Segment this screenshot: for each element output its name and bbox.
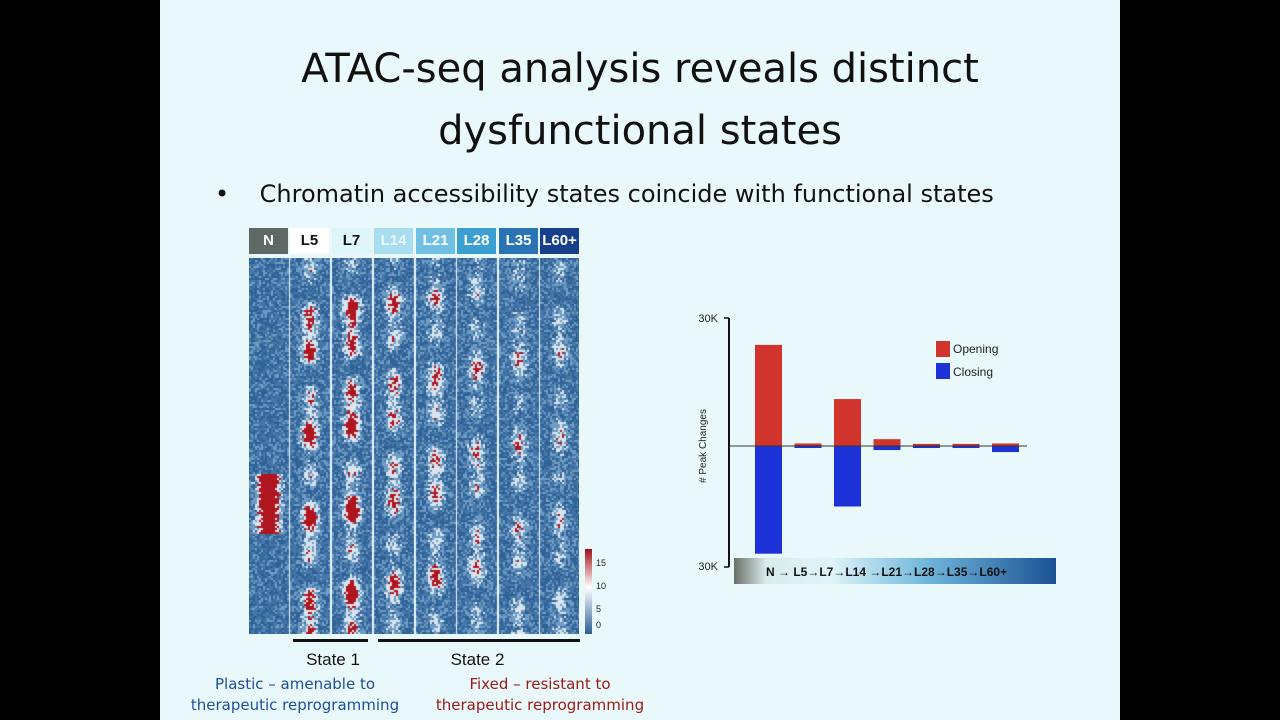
bar-opening-1 xyxy=(794,443,822,446)
bar-opening-6 xyxy=(992,443,1019,446)
legend-swatch-closing xyxy=(936,363,950,379)
state2-label: State 2 xyxy=(450,650,505,669)
caption-line: Plastic – amenable to xyxy=(214,675,376,693)
y-axis-label: # Peak Changes xyxy=(698,409,709,483)
caption-line: Fixed – resistant to xyxy=(469,675,611,693)
title-line-1: ATAC-seq analysis reveals distinct xyxy=(301,46,979,92)
bar-closing-2 xyxy=(834,446,861,507)
y-tick-label: 30K xyxy=(698,313,718,325)
caption-line: therapeutic reprogramming xyxy=(190,696,400,714)
bar-opening-3 xyxy=(873,439,901,446)
bar-closing-3 xyxy=(873,446,901,451)
bar-opening-2 xyxy=(834,399,861,446)
state2-bracket xyxy=(378,639,580,642)
state1-bracket xyxy=(293,639,368,642)
x-axis-label: N → L5→L7→L14 →L21→L28→L35→L60+ xyxy=(766,565,1007,579)
bullet-point: • Chromatin accessibility states coincid… xyxy=(215,180,994,208)
bar-opening-0 xyxy=(755,344,782,446)
cbar-tick: 5 xyxy=(596,604,602,614)
peak-changes-bar-chart: 30K 30K # Peak Changes Opening Closing N… xyxy=(698,313,1056,584)
heatmap-header-l14: L14 xyxy=(374,228,413,254)
colorbar-ticks: 15 10 5 0 xyxy=(596,558,606,631)
state1-caption: Plastic – amenable to therapeutic reprog… xyxy=(175,674,415,716)
legend-label-opening: Opening xyxy=(953,342,998,356)
bar-closing-6 xyxy=(992,446,1019,453)
heatmap-header-l21: L21 xyxy=(416,228,455,254)
bar-opening-4 xyxy=(913,443,940,446)
slide-title: ATAC-seq analysis reveals distinct dysfu… xyxy=(160,38,1120,162)
caption-line: therapeutic reprogramming xyxy=(435,696,645,714)
x-axis-band xyxy=(734,558,1056,584)
heatmap-header-l35: L35 xyxy=(499,228,538,254)
bar-closing-1 xyxy=(794,446,822,449)
heatmap-header-l60plus: L60+ xyxy=(540,228,579,254)
atac-heatmap xyxy=(249,258,579,634)
cbar-tick: 15 xyxy=(596,558,607,568)
title-line-2: dysfunctional states xyxy=(438,108,842,154)
heatmap-header-l7: L7 xyxy=(332,228,371,254)
y-tick-label: 30K xyxy=(698,561,718,573)
bar-closing-5 xyxy=(952,446,980,449)
bar-closing-4 xyxy=(913,446,940,449)
legend-swatch-opening xyxy=(936,341,950,357)
heatmap-header-l28: L28 xyxy=(457,228,496,254)
cbar-tick: 10 xyxy=(596,581,607,591)
cbar-tick: 0 xyxy=(596,620,602,630)
bullet-text: Chromatin accessibility states coincide … xyxy=(259,180,994,208)
heatmap-header-l5: L5 xyxy=(290,228,329,254)
bar-closing-0 xyxy=(755,446,782,554)
legend-label-closing: Closing xyxy=(953,365,993,379)
heatmap-colorbar xyxy=(585,549,592,634)
state1-label: State 1 xyxy=(306,650,360,669)
state2-caption: Fixed – resistant to therapeutic reprogr… xyxy=(420,674,660,716)
bar-opening-5 xyxy=(952,443,980,446)
heatmap-header-n: N xyxy=(249,228,288,254)
